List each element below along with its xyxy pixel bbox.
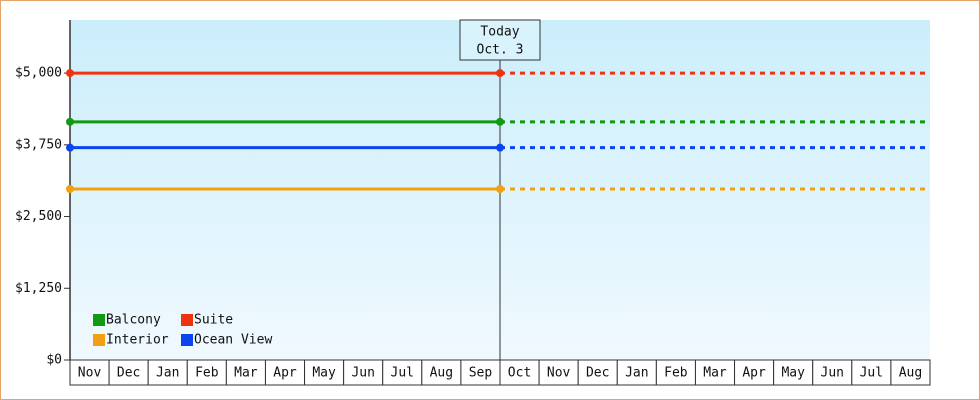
legend-swatch bbox=[93, 314, 105, 326]
price-point bbox=[496, 184, 504, 193]
x-tick-label: Jan bbox=[156, 366, 179, 381]
legend-label: Suite bbox=[194, 313, 233, 328]
x-cell bbox=[538, 359, 579, 386]
x-tick-label: Oct bbox=[508, 366, 531, 381]
legend-label: Balcony bbox=[106, 313, 161, 328]
y-tick-label: $3,750 bbox=[15, 137, 62, 152]
x-tick-label: Dec bbox=[117, 366, 140, 381]
y-tick-label: $0 bbox=[46, 353, 62, 368]
x-cell bbox=[694, 359, 736, 386]
today-label: Today bbox=[480, 25, 519, 40]
x-tick-label: Sep bbox=[469, 366, 493, 381]
x-cell bbox=[225, 359, 266, 386]
x-cell bbox=[890, 359, 931, 386]
x-tick-label: Jan bbox=[625, 366, 648, 381]
x-tick-label: Jul bbox=[860, 366, 883, 381]
x-cell bbox=[264, 359, 306, 386]
legend-swatch bbox=[181, 314, 193, 326]
x-tick-label: Feb bbox=[664, 366, 688, 381]
x-cell bbox=[499, 359, 540, 386]
x-tick-label: Nov bbox=[78, 366, 102, 381]
legend-swatch bbox=[181, 334, 193, 346]
price-point bbox=[66, 69, 74, 78]
x-tick-label: Jun bbox=[821, 366, 844, 381]
legend-label: Interior bbox=[106, 333, 169, 348]
price-point bbox=[66, 143, 74, 152]
x-cell bbox=[343, 359, 384, 386]
x-tick-label: May bbox=[312, 366, 336, 381]
x-cell bbox=[616, 359, 657, 386]
x-tick-label: Mar bbox=[703, 366, 727, 381]
x-cell bbox=[421, 359, 462, 386]
y-tick-label: $1,250 bbox=[15, 281, 62, 296]
price-point bbox=[496, 69, 504, 78]
x-tick-label: Mar bbox=[234, 366, 258, 381]
x-cell bbox=[304, 359, 345, 386]
x-tick-label: Aug bbox=[899, 366, 922, 381]
x-tick-label: Aug bbox=[430, 366, 453, 381]
x-tick-label: Nov bbox=[547, 366, 571, 381]
y-tick-label: $5,000 bbox=[15, 66, 62, 81]
x-tick-label: Dec bbox=[586, 366, 609, 381]
x-cell bbox=[69, 359, 110, 386]
x-tick-label: Feb bbox=[195, 366, 219, 381]
legend-label: Ocean View bbox=[194, 333, 272, 348]
x-tick-label: Apr bbox=[742, 366, 766, 381]
x-cell bbox=[655, 359, 696, 386]
x-cell bbox=[773, 359, 814, 386]
x-cell bbox=[851, 359, 892, 386]
x-cell bbox=[734, 359, 775, 386]
x-tick-label: Jun bbox=[351, 366, 374, 381]
x-cell bbox=[577, 359, 618, 386]
legend-swatch bbox=[93, 334, 105, 346]
x-tick-label: Jul bbox=[391, 366, 414, 381]
x-tick-label: May bbox=[781, 366, 805, 381]
today-date: Oct. 3 bbox=[477, 43, 524, 58]
price-point bbox=[66, 117, 74, 126]
price-point bbox=[66, 184, 74, 193]
x-cell bbox=[460, 359, 501, 386]
price-point bbox=[496, 117, 504, 126]
x-tick-label: Apr bbox=[273, 366, 297, 381]
price-point bbox=[496, 143, 504, 152]
y-tick-label: $2,500 bbox=[15, 209, 62, 224]
today-box bbox=[459, 19, 541, 61]
